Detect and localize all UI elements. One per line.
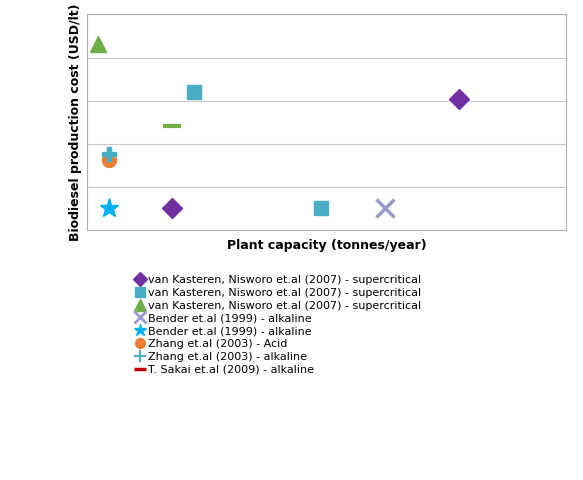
van Kasteren, Nisworo et.al (2007) - supercritical: [318, 205, 325, 211]
van Kasteren, Nisworo et.al (2007) - supercritical: [190, 89, 197, 95]
X-axis label: Plant capacity (tonnes/year): Plant capacity (tonnes/year): [227, 239, 426, 252]
Legend: van Kasteren, Nisworo et.al (2007) - supercritical, van Kasteren, Nisworo et.al : van Kasteren, Nisworo et.al (2007) - sup…: [131, 271, 426, 379]
Line: van Kasteren, Nisworo et.al (2007) - supercritical: van Kasteren, Nisworo et.al (2007) - sup…: [166, 92, 466, 215]
Line: van Kasteren, Nisworo et.al (2007) - supercritical: van Kasteren, Nisworo et.al (2007) - sup…: [187, 85, 328, 215]
Y-axis label: Biodiesel production cost (USD/lt): Biodiesel production cost (USD/lt): [69, 4, 82, 241]
van Kasteren, Nisworo et.al (2007) - supercritical: [169, 205, 176, 211]
van Kasteren, Nisworo et.al (2007) - supercritical: [456, 96, 463, 101]
